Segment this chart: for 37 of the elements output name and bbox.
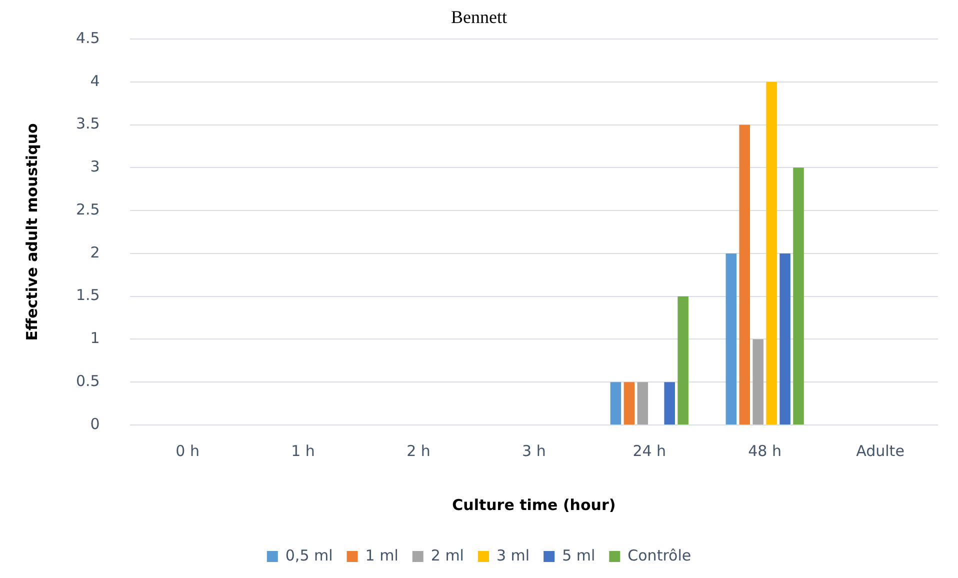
bar: [637, 382, 648, 424]
legend-label: 0,5 ml: [285, 546, 333, 564]
legend-label: Contrôle: [628, 546, 692, 564]
x-tick-label: 2 h: [406, 442, 430, 460]
x-tick-label: 48 h: [748, 442, 782, 460]
bar: [766, 82, 777, 424]
y-tick-label: 3: [90, 158, 100, 176]
y-tick-label: 1.5: [76, 286, 100, 304]
bar: [664, 382, 675, 424]
x-tick-label: 0 h: [176, 442, 200, 460]
y-tick-label: 3.5: [76, 114, 100, 133]
legend-label: 2 ml: [430, 546, 464, 564]
y-tick-label: 4.5: [76, 28, 100, 47]
y-tick-label: 2: [90, 243, 100, 262]
legend-label: 1 ml: [365, 546, 398, 564]
x-axis-title: Culture time (hour): [452, 496, 616, 514]
bar: [780, 253, 790, 424]
y-axis-title: Effective adult moustiquo: [22, 123, 41, 341]
x-tick-label: 24 h: [632, 442, 666, 460]
y-tick-label: 1: [90, 329, 100, 348]
y-tick-label: 0.5: [76, 372, 100, 390]
x-tick-label: Adulte: [856, 442, 904, 460]
bar: [624, 382, 635, 424]
legend-label: 5 ml: [562, 546, 596, 564]
bar: [678, 296, 688, 424]
bar: [726, 253, 737, 424]
y-tick-label: 2.5: [76, 200, 100, 218]
x-tick-label: 1 h: [291, 442, 315, 460]
bar: [739, 124, 750, 424]
x-tick-label: 3 h: [522, 442, 546, 460]
y-tick-label: 0: [90, 414, 100, 433]
legend-label: 3 ml: [496, 546, 530, 564]
bar: [793, 168, 804, 424]
y-tick-label: 4: [90, 72, 100, 90]
bar: [610, 382, 622, 424]
chart-title: Bennett: [451, 6, 507, 27]
bar: [752, 339, 764, 424]
